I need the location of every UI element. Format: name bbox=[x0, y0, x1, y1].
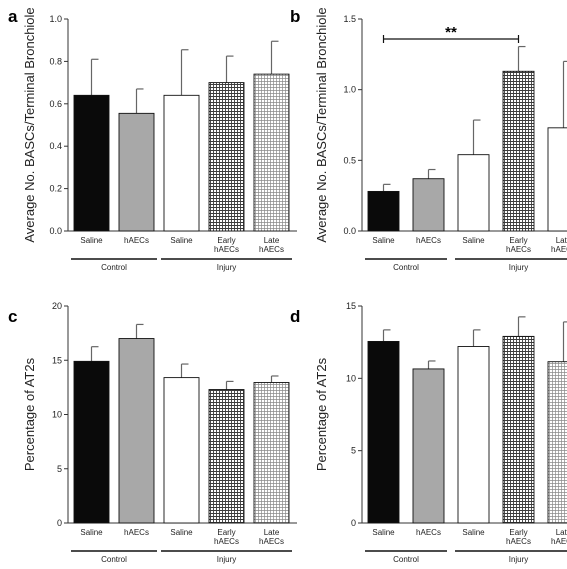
category-label: hAECs bbox=[506, 537, 531, 546]
category-label: Early bbox=[217, 528, 235, 537]
bar bbox=[547, 361, 567, 524]
bar bbox=[457, 346, 490, 524]
bar bbox=[208, 389, 245, 524]
y-tick-label: 10 bbox=[52, 410, 62, 420]
category-label: hAECs bbox=[124, 236, 149, 245]
category-label: hAECs bbox=[214, 245, 239, 254]
bar bbox=[457, 154, 490, 232]
category-label: hAECs bbox=[416, 528, 441, 537]
category-label: hAECs bbox=[506, 245, 531, 254]
category-label: Early bbox=[509, 236, 527, 245]
category-label: Saline bbox=[170, 528, 193, 537]
bar bbox=[118, 112, 155, 232]
bar bbox=[253, 73, 290, 232]
y-axis-title: Average No. BASCs/Terminal Bronchiole bbox=[314, 7, 329, 242]
panel-b: b Average No. BASCs/Terminal Bronchiole 0.… bbox=[290, 7, 567, 272]
category-label: Early bbox=[217, 236, 235, 245]
panel-a: a Average No. BASCs/Terminal Bronchiole 0.… bbox=[8, 7, 297, 272]
y-tick-label: 0.0 bbox=[49, 226, 62, 236]
y-tick-label: 0.5 bbox=[343, 155, 356, 165]
category-label: Saline bbox=[372, 236, 395, 245]
y-axis-title: Percentage of AT2s bbox=[22, 357, 37, 471]
category-label: hAECs bbox=[124, 528, 149, 537]
bar bbox=[412, 178, 445, 232]
category-label: hAECs bbox=[259, 537, 284, 546]
y-tick-label: 5 bbox=[351, 446, 356, 456]
significance-label: ** bbox=[445, 24, 457, 41]
y-tick-label: 1.0 bbox=[343, 85, 356, 95]
bar bbox=[73, 360, 110, 524]
group-label: Control bbox=[393, 555, 419, 564]
bar bbox=[502, 335, 535, 524]
category-label: hAECs bbox=[214, 537, 239, 546]
category-label: Early bbox=[509, 528, 527, 537]
group-label: Control bbox=[101, 555, 127, 564]
y-tick-label: 5 bbox=[57, 464, 62, 474]
y-tick-label: 15 bbox=[52, 355, 62, 365]
y-tick-label: 0 bbox=[351, 518, 356, 528]
bar bbox=[163, 94, 200, 232]
y-tick-label: 20 bbox=[52, 301, 62, 311]
category-label: hAECs bbox=[259, 245, 284, 254]
bar bbox=[73, 94, 110, 232]
panel-label: a bbox=[8, 7, 18, 26]
y-tick-label: 0.4 bbox=[49, 141, 62, 151]
group-label: Control bbox=[393, 263, 419, 272]
bar bbox=[208, 82, 245, 232]
bar bbox=[547, 127, 567, 232]
bar bbox=[367, 340, 400, 524]
panel-label: c bbox=[8, 307, 17, 326]
category-label: Saline bbox=[80, 528, 103, 537]
category-label: Late bbox=[556, 528, 567, 537]
category-label: hAECs bbox=[416, 236, 441, 245]
group-label: Injury bbox=[509, 263, 529, 272]
y-tick-label: 1.0 bbox=[49, 14, 62, 24]
category-label: Saline bbox=[462, 528, 485, 537]
y-tick-label: 0.0 bbox=[343, 226, 356, 236]
y-axis-title: Percentage of AT2s bbox=[314, 357, 329, 471]
bar bbox=[253, 382, 290, 524]
panel-c: c Percentage of AT2s 0 5 10 15 20 Saline hAECs Sa… bbox=[8, 301, 297, 564]
bar bbox=[118, 338, 155, 524]
y-tick-label: 0.8 bbox=[49, 56, 62, 66]
bar bbox=[367, 190, 400, 232]
y-axis-title: Average No. BASCs/Terminal Bronchiole bbox=[22, 7, 37, 242]
panel-d: d Percentage of AT2s 0 5 10 15 Saline hAECs Sali… bbox=[290, 301, 567, 564]
group-label: Injury bbox=[217, 555, 237, 564]
group-label: Injury bbox=[509, 555, 529, 564]
category-label: Saline bbox=[80, 236, 103, 245]
category-label: Late bbox=[556, 236, 567, 245]
group-label: Control bbox=[101, 263, 127, 272]
bar bbox=[163, 377, 200, 524]
category-label: Saline bbox=[170, 236, 193, 245]
y-tick-label: 0 bbox=[57, 518, 62, 528]
panel-label: b bbox=[290, 7, 300, 26]
bar bbox=[502, 70, 535, 232]
category-label: Saline bbox=[462, 236, 485, 245]
category-label: hAECs bbox=[551, 537, 567, 546]
y-tick-label: 15 bbox=[346, 301, 356, 311]
group-label: Injury bbox=[217, 263, 237, 272]
category-label: Late bbox=[264, 236, 280, 245]
y-tick-label: 0.2 bbox=[49, 184, 62, 194]
category-label: Late bbox=[264, 528, 280, 537]
category-label: Saline bbox=[372, 528, 395, 537]
y-tick-label: 1.5 bbox=[343, 14, 356, 24]
y-tick-label: 0.6 bbox=[49, 99, 62, 109]
y-tick-label: 10 bbox=[346, 373, 356, 383]
category-label: hAECs bbox=[551, 245, 567, 254]
bar bbox=[412, 368, 445, 524]
panel-label: d bbox=[290, 307, 300, 326]
